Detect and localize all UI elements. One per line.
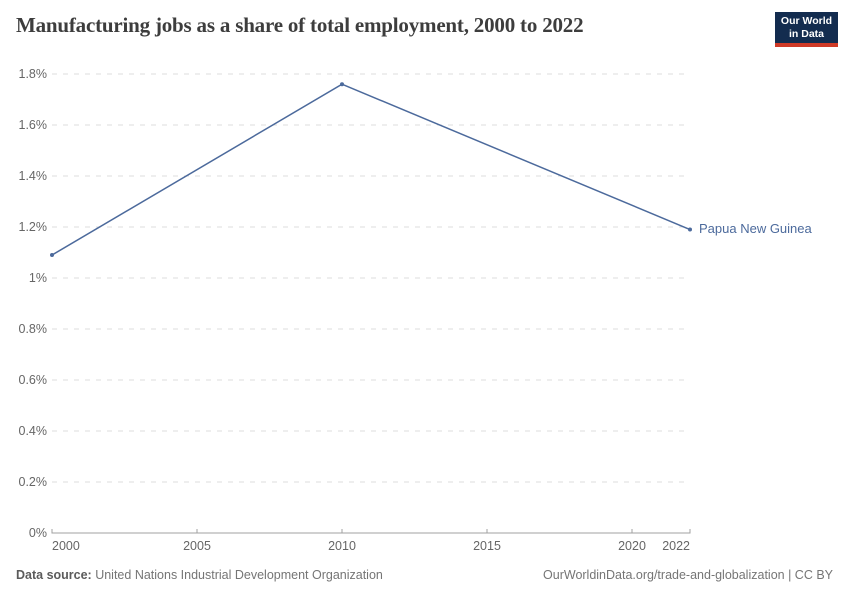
y-tick-label: 1.4% xyxy=(19,169,48,183)
x-tick-label: 2010 xyxy=(328,539,356,553)
y-tick-label: 1% xyxy=(29,271,47,285)
footer-license-link: OurWorldinData.org/trade-and-globalizati… xyxy=(543,568,833,582)
chart-footer: Data source: United Nations Industrial D… xyxy=(16,568,833,582)
x-tick-label: 2005 xyxy=(183,539,211,553)
y-tick-label: 0.8% xyxy=(19,322,48,336)
owid-logo: Our World in Data xyxy=(775,12,838,47)
y-tick-label: 0.6% xyxy=(19,373,48,387)
x-tick-label: 2020 xyxy=(618,539,646,553)
data-point xyxy=(688,227,692,232)
series-line xyxy=(51,83,691,256)
y-tick-label: 0.4% xyxy=(19,424,48,438)
y-tick-label: 0.2% xyxy=(19,475,48,489)
y-tick-label: 1.6% xyxy=(19,118,48,132)
data-point xyxy=(340,82,344,87)
x-tick-label: 2022 xyxy=(662,539,690,553)
y-tick-label: 1.8% xyxy=(19,67,48,81)
owid-logo-line2: in Data xyxy=(788,27,824,40)
y-tick-label: 1.2% xyxy=(19,220,48,234)
chart-title: Manufacturing jobs as a share of total e… xyxy=(16,13,584,37)
data-source-value: United Nations Industrial Development Or… xyxy=(91,568,383,582)
owid-logo-line1: Our World xyxy=(780,15,833,27)
y-tick-label: 0% xyxy=(29,526,47,540)
data-point xyxy=(50,253,54,258)
x-tick-label: 2000 xyxy=(52,539,80,553)
x-tick-label: 2015 xyxy=(473,539,501,553)
data-source-note: Data source: United Nations Industrial D… xyxy=(16,568,383,582)
series-entity-label: Papua New Guinea xyxy=(699,220,812,236)
data-source-label: Data source: xyxy=(16,568,92,582)
